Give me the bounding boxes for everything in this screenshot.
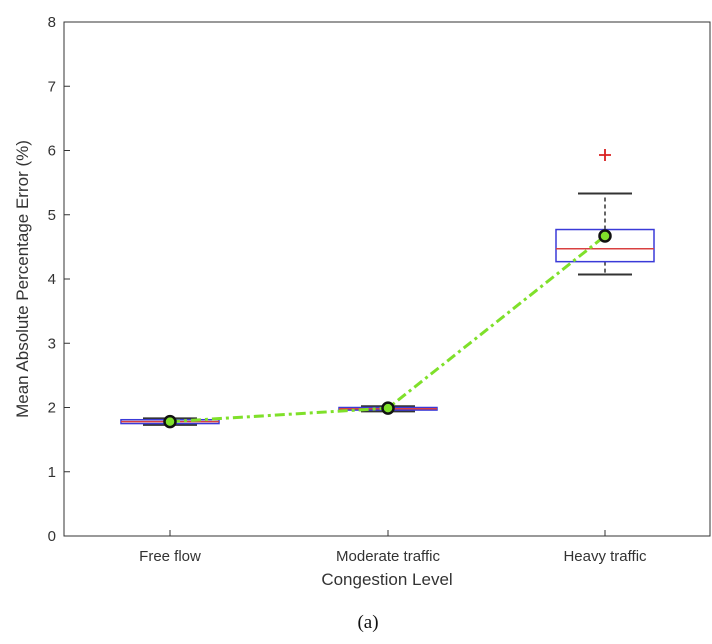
x-tick-label: Free flow — [139, 548, 201, 565]
y-tick-label: 7 — [48, 78, 56, 95]
y-tick-label: 5 — [48, 207, 56, 224]
y-tick-label: 1 — [48, 464, 56, 481]
y-tick-label: 3 — [48, 335, 56, 352]
y-tick-label: 6 — [48, 143, 56, 160]
y-tick-label: 0 — [48, 528, 56, 545]
x-tick-label: Moderate traffic — [336, 548, 440, 565]
y-axis-title: Mean Absolute Percentage Error (%) — [13, 140, 32, 418]
x-tick-label: Heavy traffic — [563, 548, 647, 565]
mean-marker — [381, 401, 395, 415]
y-axis-ticks: 0 1 2 3 4 5 6 7 8 — [48, 14, 70, 545]
x-axis-title: Congestion Level — [321, 570, 452, 589]
x-axis-ticks: Free flow Moderate traffic Heavy traffic — [139, 530, 647, 565]
figure-caption: (a) — [357, 612, 378, 633]
mean-line-series — [163, 229, 612, 429]
plot-area — [63, 21, 711, 537]
outlier-marker — [599, 148, 611, 161]
mean-marker — [163, 414, 177, 429]
y-tick-label: 8 — [48, 14, 56, 31]
y-tick-label: 2 — [48, 400, 56, 417]
y-tick-label: 4 — [48, 271, 56, 288]
mean-marker — [598, 229, 612, 243]
